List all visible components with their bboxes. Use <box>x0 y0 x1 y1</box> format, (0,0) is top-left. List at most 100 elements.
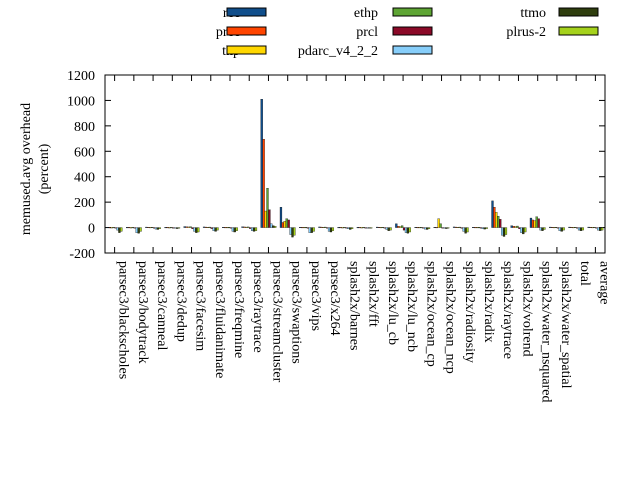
bar-prcl <box>191 227 194 229</box>
bar-prcl <box>287 219 290 228</box>
bar-ethp <box>304 227 308 229</box>
legend-swatch-ethp <box>392 7 433 17</box>
bar-rec <box>318 226 321 228</box>
bar-pdarc_v4_2_2 <box>385 227 388 230</box>
bar-rec <box>279 207 283 228</box>
bar-prec <box>397 226 400 228</box>
y-tick-label: 200 <box>74 196 95 211</box>
y-tick-label: 0 <box>88 222 95 237</box>
bar-plrus-2 <box>274 226 277 228</box>
bar-prcl <box>499 219 502 228</box>
legend-swatch-rec <box>226 7 267 17</box>
bar-ttmo <box>137 227 140 234</box>
bar-ttmo <box>522 227 525 235</box>
bar-pdarc_v4_2_2 <box>366 227 369 229</box>
bar-pdarc_v4_2_2 <box>308 227 311 233</box>
bar-thp <box>245 226 248 228</box>
legend-label-pdarc_v4_2_2: pdarc_v4_2_2 <box>298 44 378 59</box>
x-tick-label: parsec3/dedup <box>173 261 188 342</box>
bar-thp <box>437 218 440 228</box>
bar-rec <box>376 226 379 228</box>
bar-prec <box>339 227 342 229</box>
x-tick-label: parsec3/blackscholes <box>116 261 131 379</box>
x-tick-label: parsec3/canneal <box>154 261 169 350</box>
bar-prec <box>166 227 169 229</box>
bar-ttmo <box>329 227 333 233</box>
bar-prec <box>301 227 304 229</box>
y-axis-label-line: memused.avg overhead <box>19 103 34 235</box>
bar-thp <box>379 227 383 229</box>
bar-ttmo <box>176 227 179 229</box>
bar-prcl <box>576 227 579 229</box>
bar-rec <box>106 227 109 228</box>
bar-ethp <box>401 225 404 228</box>
bar-ethp <box>420 227 423 229</box>
bar-ttmo <box>291 227 294 238</box>
bar-rec <box>356 227 359 229</box>
bar-rec <box>241 226 244 228</box>
bar-plrus-2 <box>427 227 431 229</box>
x-tick-label: splash2x/water_spatial <box>558 261 573 389</box>
legend-label-plrus-2: plrus-2 <box>506 25 546 40</box>
bar-prec <box>377 227 381 228</box>
bar-ttmo <box>560 227 563 232</box>
bar-ethp <box>208 226 211 228</box>
x-tick-label: splash2x/ocean_cp <box>423 261 438 367</box>
bar-thp <box>322 227 325 228</box>
bar-pdarc_v4_2_2 <box>212 227 215 231</box>
x-tick-label: parsec3/x264 <box>327 261 342 336</box>
x-tick-label: parsec3/streamcluster <box>269 261 284 383</box>
bar-rec <box>395 223 398 228</box>
bar-plrus-2 <box>351 227 354 229</box>
bar-prcl <box>172 227 175 229</box>
bar-prcl <box>268 209 271 228</box>
bar-thp <box>187 226 190 228</box>
bar-thp <box>283 221 286 228</box>
legend-swatch-plrus-2 <box>558 26 599 36</box>
bar-pdarc_v4_2_2 <box>558 227 561 231</box>
y-axis-ticks: -200 0 200 400 600 800 1000 1200 <box>67 69 605 262</box>
bar-ttmo <box>464 227 467 234</box>
bar-prec <box>185 226 188 228</box>
legend-swatch-thp <box>226 45 267 55</box>
bar-thp <box>572 227 575 229</box>
bar-rec <box>587 226 590 228</box>
bar-ttmo <box>349 227 352 230</box>
bar-thp <box>168 227 171 229</box>
bar-prec <box>147 227 150 228</box>
bar-pdarc_v4_2_2 <box>520 227 523 233</box>
x-tick-label: parsec3/raytrace <box>250 261 265 353</box>
bar-pdarc_v4_2_2 <box>135 227 138 233</box>
bar-rec <box>145 226 148 228</box>
bar-rec <box>222 227 225 228</box>
bar-ttmo <box>483 227 486 230</box>
bar-prec <box>224 227 227 229</box>
bar-thp <box>418 227 421 229</box>
bar-prcl <box>152 227 156 229</box>
bar-prec <box>320 226 323 228</box>
bar-ethp <box>227 227 231 229</box>
x-tick-label: splash2x/volrend <box>519 261 534 357</box>
x-tick-label: splash2x/ocean_ncp <box>443 261 458 374</box>
bar-rec <box>510 225 513 228</box>
bar-prec <box>281 222 284 228</box>
bar-pdarc_v4_2_2 <box>231 227 234 232</box>
bar-pdarc_v4_2_2 <box>347 227 350 229</box>
bar-ethp <box>266 188 269 228</box>
bar-ethp <box>247 226 250 228</box>
bar-ttmo <box>195 227 198 233</box>
bar-pdarc_v4_2_2 <box>270 223 273 228</box>
bar-prec <box>108 227 111 229</box>
x-tick-label: average <box>596 261 611 305</box>
bar-thp <box>226 227 229 229</box>
bar-rec <box>260 99 263 228</box>
bar-plrus-2 <box>197 227 200 233</box>
bar-plrus-2 <box>524 227 527 233</box>
legend-swatch-ttmo <box>558 7 599 17</box>
bar-plrus-2 <box>581 227 584 231</box>
y-tick-label: 600 <box>74 145 95 160</box>
bar-pdarc_v4_2_2 <box>327 227 331 232</box>
bar-pdarc_v4_2_2 <box>443 227 446 229</box>
bar-pdarc_v4_2_2 <box>116 227 119 231</box>
bar-prec <box>531 219 534 228</box>
